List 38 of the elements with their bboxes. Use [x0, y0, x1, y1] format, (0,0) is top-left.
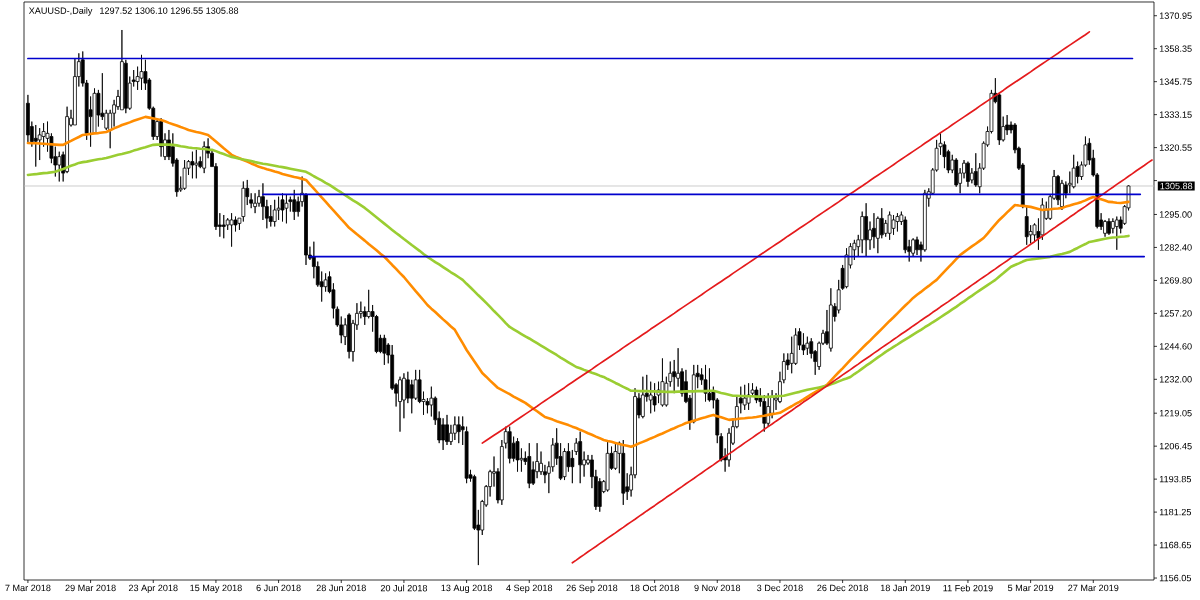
- y-tick-label: 1232.00: [1159, 376, 1192, 383]
- x-tick-label: 27 Mar 2019: [1068, 584, 1119, 592]
- y-tick-label: 1282.40: [1159, 244, 1192, 251]
- x-tick-label: 23 Apr 2018: [128, 584, 178, 593]
- y-tick-label: 1295.00: [1159, 211, 1192, 218]
- x-tick-label: 13 Aug 2018: [441, 584, 492, 593]
- x-tick-label: 18 Jan 2019: [880, 584, 930, 592]
- x-tick-label: 7 Mar 2018: [5, 584, 51, 592]
- y-tick-label: 1358.35: [1159, 45, 1192, 52]
- y-tick-label: 1333.15: [1159, 111, 1192, 118]
- text: XAUUSD-,Daily: [28, 7, 93, 16]
- y-tick-label: 1370.95: [1159, 12, 1192, 19]
- x-tick-label: 6 Jun 2018: [256, 584, 301, 592]
- x-tick-label: 3 Dec 2018: [757, 584, 803, 592]
- x-tick-label: 5 Mar 2019: [1007, 584, 1054, 592]
- y-tick-label: 1181.25: [1159, 508, 1192, 516]
- x-tick-label: 11 Feb 2019: [943, 584, 993, 592]
- x-tick-label: 15 May 2018: [190, 584, 242, 593]
- y-tick-label: 1345.75: [1159, 78, 1192, 85]
- x-tick-label: 9 Nov 2018: [694, 584, 741, 592]
- ref-line-label: 1305.88: [1160, 182, 1193, 190]
- y-tick-label: 1193.85: [1159, 475, 1192, 483]
- x-tick-label: 26 Sep 2018: [566, 584, 618, 593]
- x-tick-label: 18 Oct 2018: [630, 584, 679, 592]
- chart-subtitle: 1297.52 1306.10 1296.55 1305.88: [100, 7, 239, 14]
- x-tick-label: 28 Jun 2018: [316, 584, 366, 592]
- x-tick-label: 20 Jul 2018: [380, 584, 428, 592]
- y-tick-label: 1206.45: [1159, 442, 1192, 450]
- y-tick-label: 1244.60: [1159, 343, 1192, 350]
- x-tick-label: 29 Mar 2018: [65, 584, 116, 592]
- y-tick-label: 1257.20: [1159, 310, 1192, 317]
- y-tick-label: 1219.05: [1159, 409, 1192, 417]
- y-tick-label: 1320.55: [1159, 144, 1192, 151]
- y-tick-label: 1156.05: [1159, 574, 1192, 582]
- y-tick-label: 1168.65: [1159, 541, 1192, 549]
- x-tick-label: 26 Dec 2018: [817, 584, 868, 592]
- x-tick-label: 4 Sep 2018: [506, 584, 553, 593]
- y-tick-label: 1269.80: [1159, 277, 1192, 284]
